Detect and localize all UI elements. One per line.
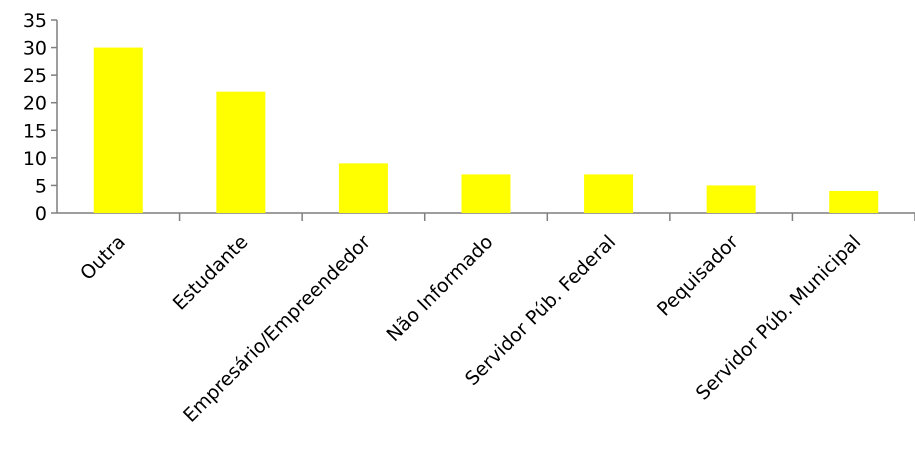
y-tick-label: 25 xyxy=(23,65,47,87)
bar xyxy=(584,174,634,213)
y-tick-label: 15 xyxy=(23,120,47,142)
x-tick-label: Pequisador xyxy=(653,231,743,321)
x-tick-label: Estudante xyxy=(169,231,253,315)
y-tick-label: 5 xyxy=(35,175,47,197)
bar xyxy=(216,91,266,213)
bar xyxy=(338,163,388,213)
y-tick-label: 35 xyxy=(23,10,47,32)
x-tick-label: Outra xyxy=(76,231,130,285)
y-axis: 0 5 10 15 20 25 30 35 xyxy=(23,10,58,225)
bar xyxy=(706,185,756,213)
bar xyxy=(829,190,879,213)
x-tick-label: Não Informado xyxy=(382,231,497,346)
bar xyxy=(93,47,143,214)
y-tick-label: 0 xyxy=(35,203,47,225)
y-tick-label: 30 xyxy=(23,38,47,60)
y-tick-label: 10 xyxy=(23,148,47,170)
bar xyxy=(461,174,511,213)
bars xyxy=(93,47,879,214)
x-axis xyxy=(57,212,915,221)
y-tick-label: 20 xyxy=(23,93,47,115)
